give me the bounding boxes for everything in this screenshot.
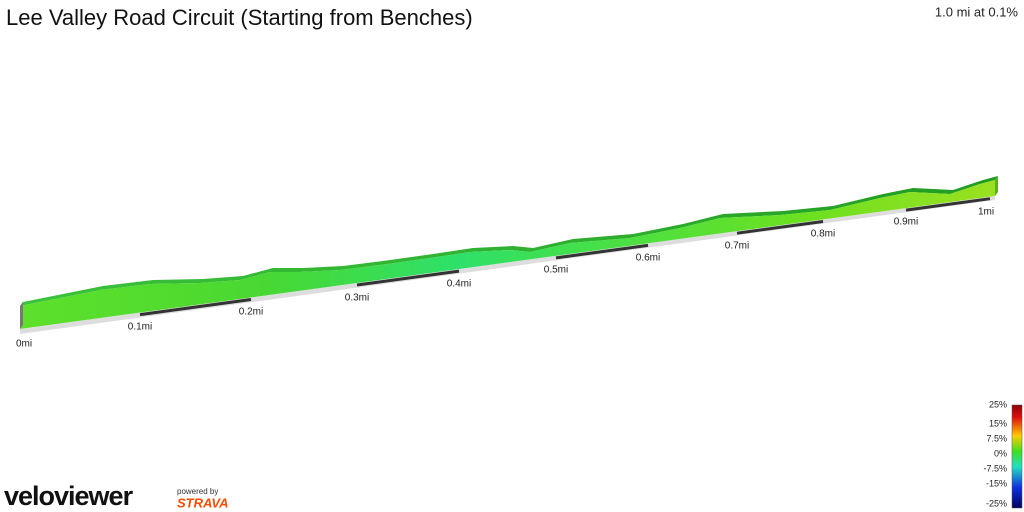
distance-label: 0.1mi <box>128 322 152 333</box>
distance-label: 0.7mi <box>725 241 749 252</box>
road-segment <box>139 298 252 317</box>
road-segment <box>356 269 460 287</box>
legend-label: 25% <box>989 399 1007 409</box>
elevation-ribbon <box>20 176 998 334</box>
distance-label: 0.2mi <box>239 307 263 318</box>
gradient-scale <box>1011 404 1023 509</box>
gradient-legend: 25% 15% 7.5% 0% -7.5% -15% -25% <box>983 399 1007 508</box>
legend-label: 0% <box>994 448 1007 458</box>
distance-label: 0.8mi <box>811 229 835 240</box>
road-segment <box>736 219 824 235</box>
distance-label: 0.5mi <box>544 265 568 276</box>
distance-label: 1mi <box>978 207 994 218</box>
ribbon-end <box>995 176 998 196</box>
distance-label: 0.6mi <box>636 253 660 264</box>
distance-label: 0mi <box>16 339 32 350</box>
legend-label: 15% <box>989 418 1007 428</box>
legend-label: -25% <box>986 498 1007 508</box>
legend-label: -7.5% <box>983 463 1007 473</box>
ribbon-front <box>20 180 995 329</box>
distance-labels: 0mi 0.1mi 0.2mi 0.3mi 0.4mi 0.5mi 0.6mi 0.7mi 0.… <box>16 207 994 350</box>
distance-label: 0.3mi <box>345 293 369 304</box>
powered-by: powered by <box>177 487 218 496</box>
road <box>20 196 995 334</box>
road-segment <box>905 197 991 212</box>
distance-label: 0.4mi <box>447 279 471 290</box>
logo: veloviewer <box>4 481 134 511</box>
strava-logo: STRAVA <box>177 495 229 510</box>
road-segment <box>555 243 649 260</box>
ribbon-start <box>20 302 23 329</box>
legend-label: -15% <box>986 478 1007 488</box>
title: Lee Valley Road Circuit (Starting from B… <box>6 5 473 30</box>
legend-label: 7.5% <box>986 433 1007 443</box>
summary: 1.0 mi at 0.1% <box>935 4 1019 19</box>
distance-label: 0.9mi <box>894 217 918 228</box>
